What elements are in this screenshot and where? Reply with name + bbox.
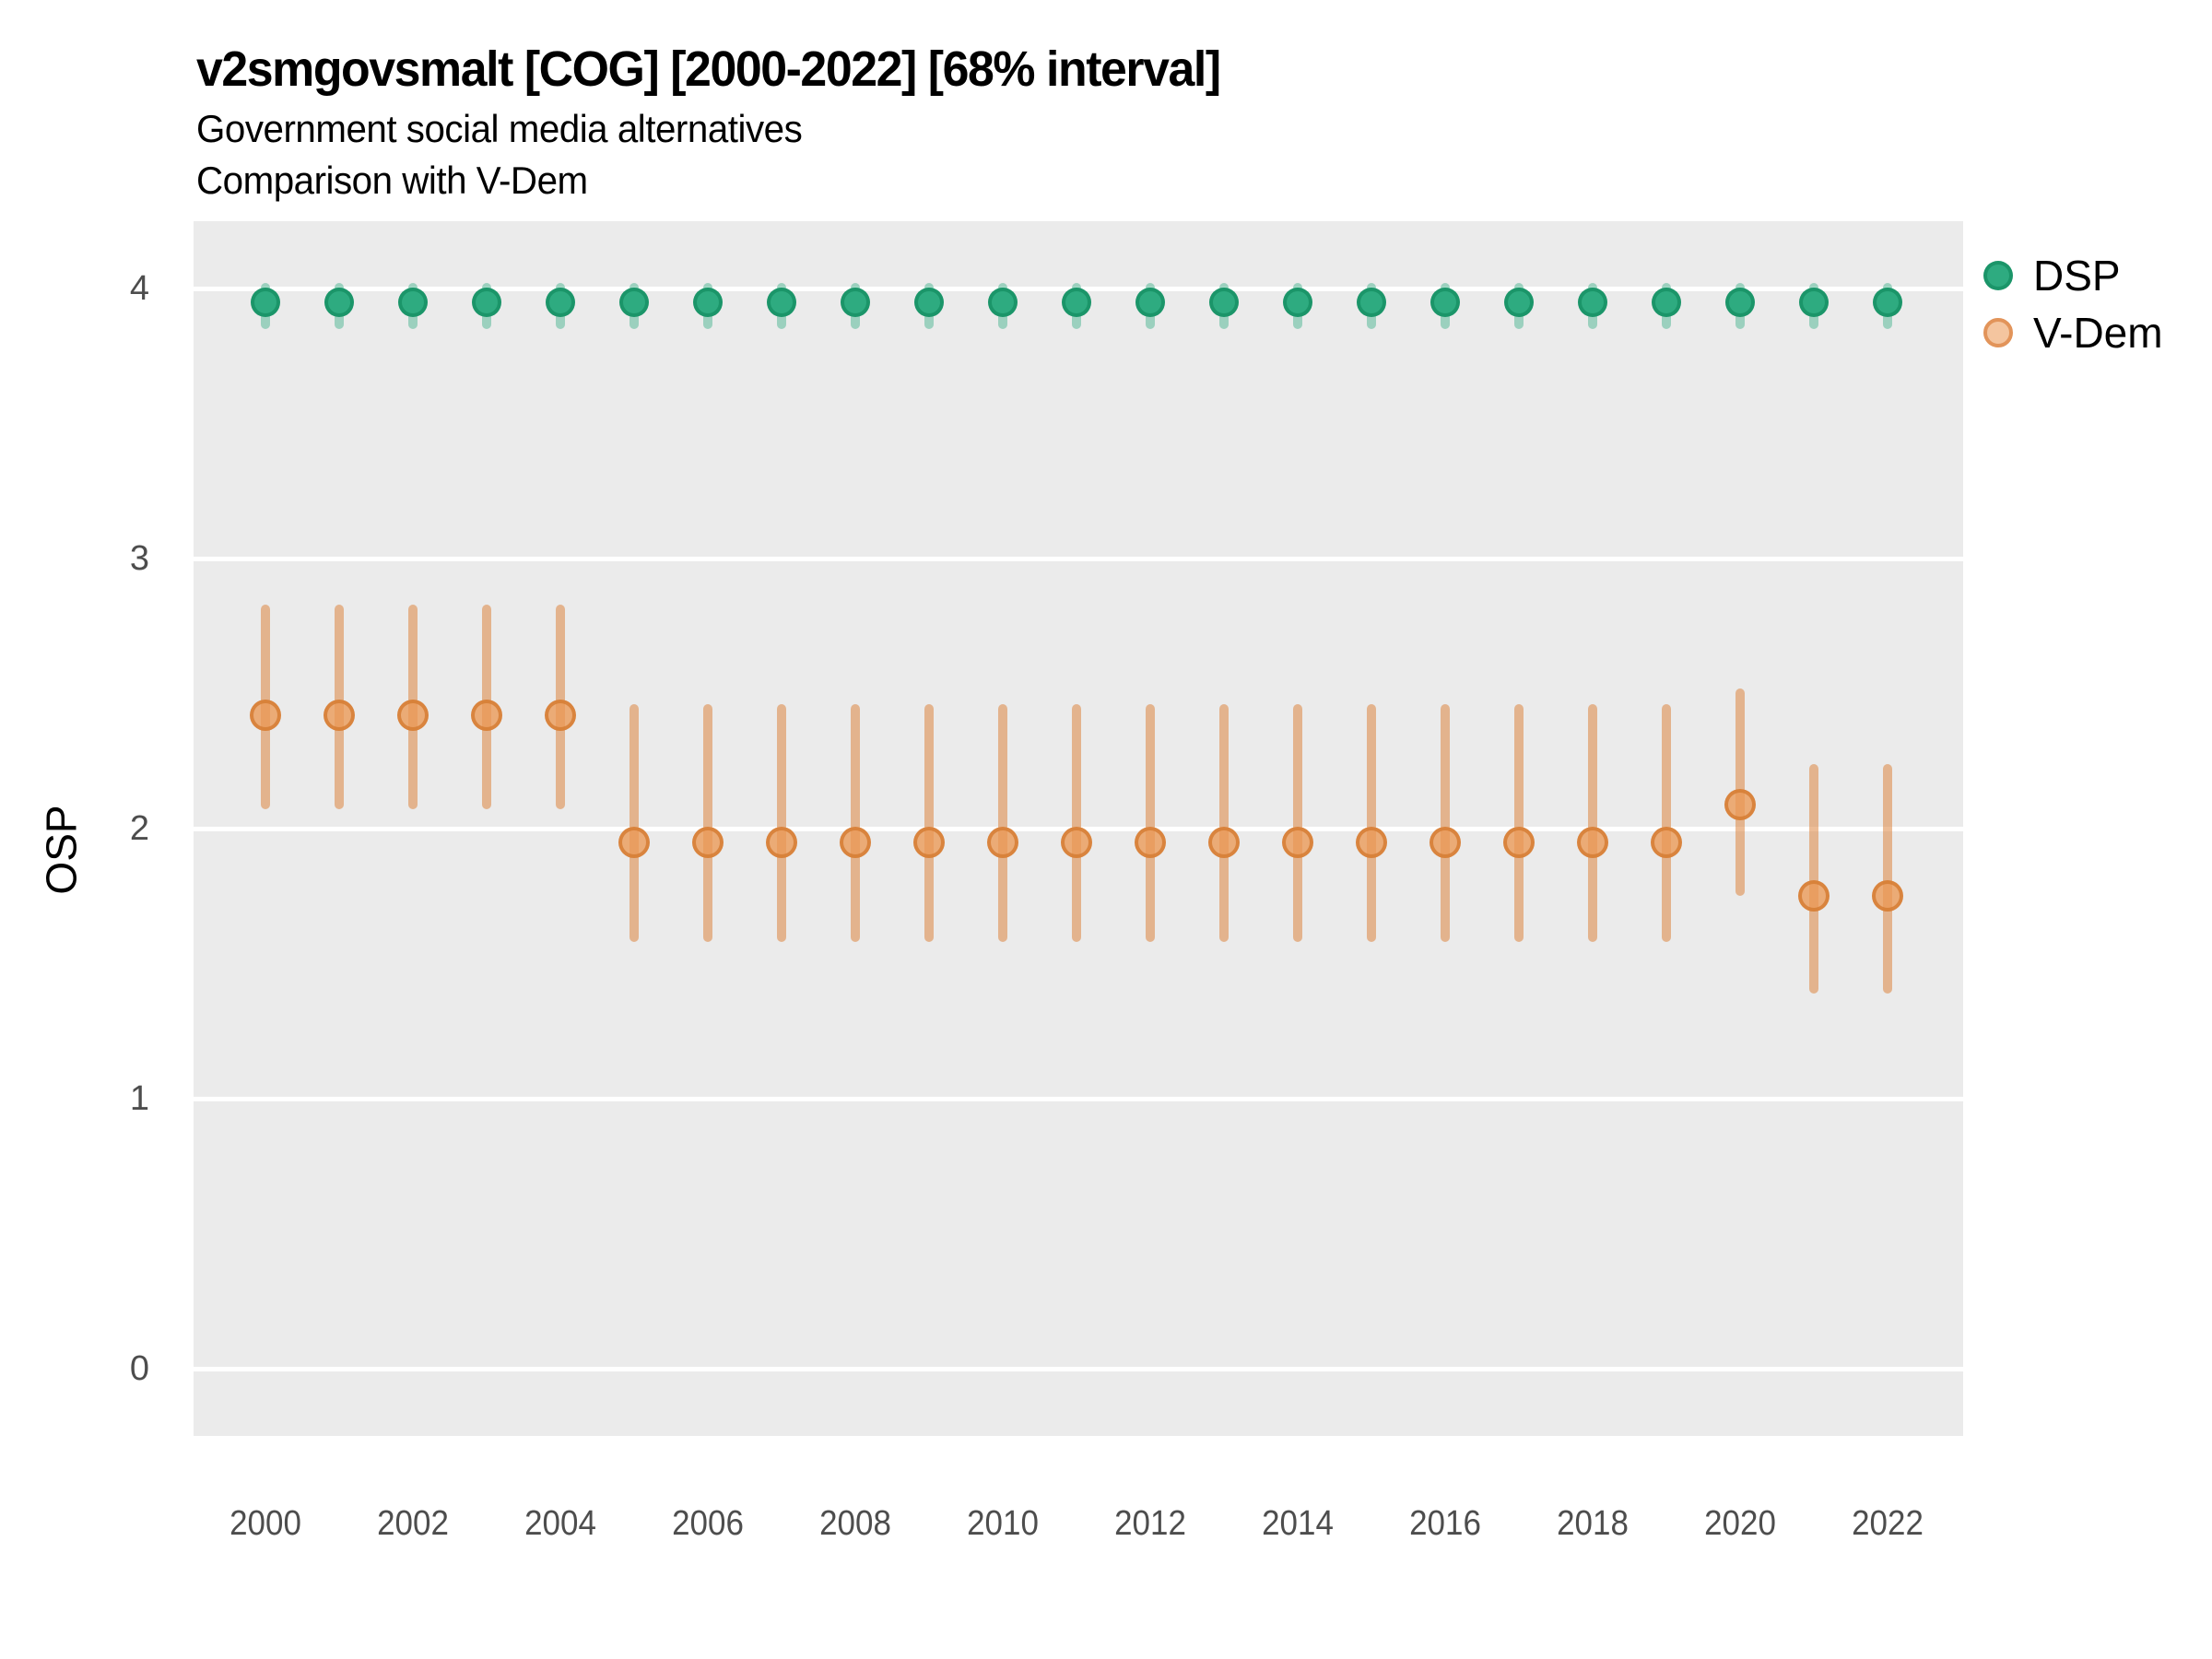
interval-vdem-2015: [1367, 704, 1376, 943]
point-vdem-2021: [1798, 880, 1830, 912]
x-tick-label-2006: 2006: [672, 1504, 744, 1543]
interval-vdem-2006: [703, 704, 712, 943]
point-dsp-2019: [1652, 287, 1681, 317]
point-dsp-2012: [1135, 287, 1165, 317]
legend-label-dsp: DSP: [2033, 252, 2121, 300]
point-vdem-2014: [1282, 826, 1313, 858]
x-tick-label-2000: 2000: [229, 1504, 301, 1543]
x-tick-label-2020: 2020: [1704, 1504, 1776, 1543]
point-dsp-2004: [546, 287, 575, 317]
point-dsp-2021: [1799, 287, 1829, 317]
dsp-legend-key-icon: [1983, 261, 2013, 290]
point-dsp-2003: [472, 287, 501, 317]
point-dsp-2006: [693, 287, 723, 317]
interval-vdem-2011: [1072, 704, 1081, 943]
x-tick-label-2002: 2002: [377, 1504, 449, 1543]
point-vdem-2018: [1577, 826, 1608, 858]
point-vdem-2012: [1135, 826, 1166, 858]
point-dsp-2005: [619, 287, 649, 317]
interval-vdem-2008: [851, 704, 860, 943]
x-tick-label-2022: 2022: [1852, 1504, 1924, 1543]
y-tick-label-3: 3: [129, 539, 149, 578]
point-vdem-2009: [913, 826, 945, 858]
point-dsp-2022: [1873, 287, 1902, 317]
point-vdem-2010: [987, 826, 1018, 858]
x-tick-label-2004: 2004: [524, 1504, 596, 1543]
point-vdem-2006: [692, 826, 724, 858]
y-tick-label-0: 0: [129, 1349, 149, 1388]
point-dsp-2020: [1725, 287, 1755, 317]
point-vdem-2020: [1724, 788, 1756, 820]
point-dsp-2014: [1283, 287, 1312, 317]
point-vdem-2007: [766, 826, 797, 858]
interval-vdem-2005: [629, 704, 639, 943]
interval-vdem-2016: [1441, 704, 1450, 943]
interval-vdem-2007: [777, 704, 786, 943]
point-dsp-2007: [767, 287, 796, 317]
interval-vdem-2014: [1293, 704, 1302, 943]
y-tick-label-4: 4: [129, 269, 149, 308]
point-dsp-2017: [1504, 287, 1534, 317]
point-dsp-2000: [251, 287, 280, 317]
x-tick-label-2018: 2018: [1557, 1504, 1629, 1543]
point-vdem-2017: [1503, 826, 1535, 858]
point-dsp-2001: [324, 287, 354, 317]
plot-panel: [194, 221, 1963, 1436]
interval-vdem-2021: [1809, 763, 1818, 994]
x-tick-label-2012: 2012: [1114, 1504, 1186, 1543]
point-dsp-2018: [1578, 287, 1607, 317]
chart-subtitle-line2: Comparison with V-Dem: [196, 159, 588, 202]
legend-label-vdem: V-Dem: [2033, 309, 2163, 357]
point-dsp-2009: [914, 287, 944, 317]
y-tick-label-2: 2: [129, 809, 149, 848]
point-dsp-2011: [1062, 287, 1091, 317]
point-dsp-2013: [1209, 287, 1239, 317]
point-vdem-2002: [397, 699, 429, 731]
x-tick-label-2016: 2016: [1409, 1504, 1481, 1543]
chart-title: v2smgovsmalt [COG] [2000-2022] [68% inte…: [196, 41, 1221, 97]
vdem-legend-key-icon: [1983, 318, 2013, 347]
interval-vdem-2009: [924, 704, 934, 943]
point-vdem-2011: [1061, 826, 1092, 858]
interval-vdem-2010: [998, 704, 1007, 943]
legend-item-vdem: V-Dem: [1983, 304, 2163, 361]
point-vdem-2001: [324, 699, 355, 731]
legend: DSP V-Dem: [1983, 247, 2163, 361]
point-vdem-2003: [471, 699, 502, 731]
legend-item-dsp: DSP: [1983, 247, 2163, 304]
x-tick-label-2008: 2008: [819, 1504, 891, 1543]
y-tick-label-1: 1: [129, 1079, 149, 1118]
gridline-y-0: [194, 1366, 1963, 1371]
point-vdem-2005: [618, 826, 650, 858]
interval-vdem-2018: [1588, 704, 1597, 943]
x-tick-label-2014: 2014: [1262, 1504, 1334, 1543]
interval-vdem-2012: [1146, 704, 1155, 943]
point-dsp-2015: [1357, 287, 1386, 317]
interval-vdem-2013: [1219, 704, 1229, 943]
chart-subtitle-line1: Government social media alternatives: [196, 107, 803, 150]
interval-vdem-2017: [1514, 704, 1524, 943]
interval-vdem-2022: [1883, 763, 1892, 994]
point-dsp-2002: [398, 287, 428, 317]
point-vdem-2008: [840, 826, 871, 858]
point-vdem-2000: [250, 699, 281, 731]
point-vdem-2019: [1651, 826, 1682, 858]
point-dsp-2010: [988, 287, 1018, 317]
point-vdem-2022: [1872, 880, 1903, 912]
point-dsp-2016: [1430, 287, 1460, 317]
point-vdem-2004: [545, 699, 576, 731]
interval-vdem-2019: [1662, 704, 1671, 943]
x-tick-label-2010: 2010: [967, 1504, 1039, 1543]
gridline-y-3: [194, 556, 1963, 561]
gridline-y-1: [194, 1096, 1963, 1101]
point-dsp-2008: [841, 287, 870, 317]
point-vdem-2015: [1356, 826, 1387, 858]
point-vdem-2013: [1208, 826, 1240, 858]
point-vdem-2016: [1430, 826, 1461, 858]
